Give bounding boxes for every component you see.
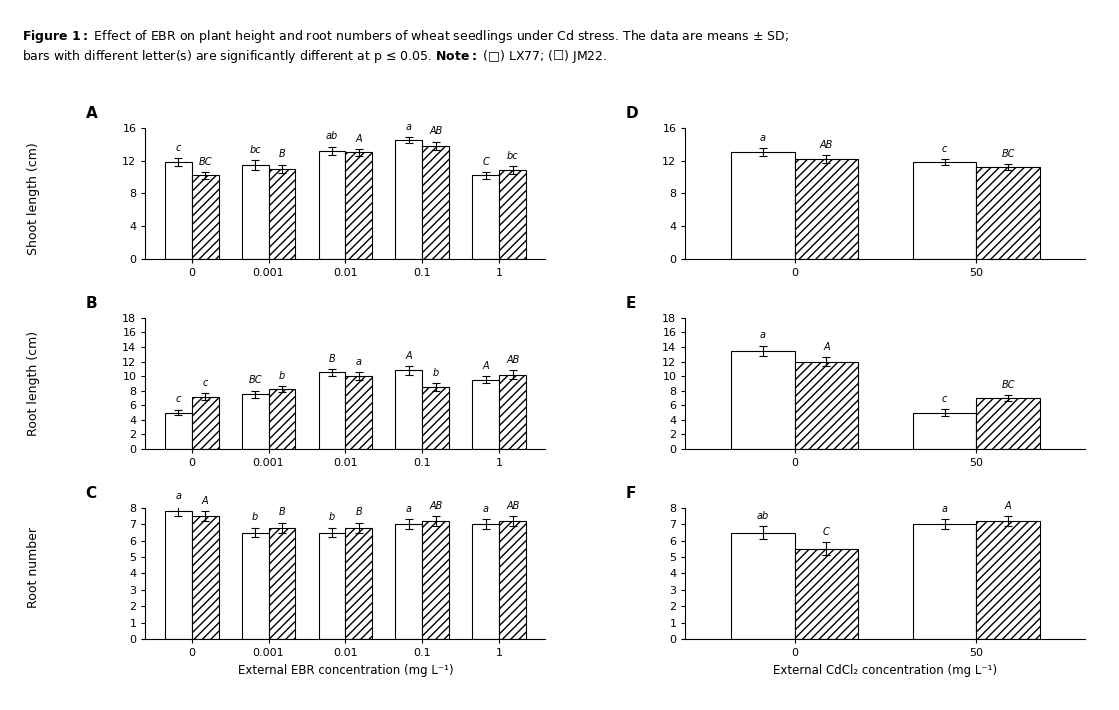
Bar bbox=[794, 159, 858, 259]
Text: bc: bc bbox=[250, 145, 261, 155]
Text: b: b bbox=[433, 368, 439, 378]
Text: c: c bbox=[942, 143, 947, 153]
Text: c: c bbox=[176, 394, 181, 405]
Text: Root number: Root number bbox=[27, 528, 40, 608]
Bar bbox=[913, 162, 977, 259]
Bar bbox=[731, 153, 794, 259]
Text: a: a bbox=[176, 491, 181, 501]
Bar bbox=[472, 380, 499, 449]
X-axis label: External EBR concentration (mg L⁻¹): External EBR concentration (mg L⁻¹) bbox=[237, 664, 453, 677]
Text: a: a bbox=[356, 357, 361, 367]
Bar bbox=[164, 413, 191, 449]
Bar bbox=[472, 524, 499, 639]
Bar bbox=[472, 175, 499, 259]
Text: a: a bbox=[406, 121, 412, 131]
Bar bbox=[191, 396, 218, 449]
Text: a: a bbox=[760, 133, 765, 143]
Bar bbox=[499, 170, 526, 259]
Bar bbox=[794, 549, 858, 639]
Bar bbox=[242, 394, 269, 449]
Text: Root length (cm): Root length (cm) bbox=[27, 331, 40, 436]
Bar bbox=[164, 162, 191, 259]
Text: C: C bbox=[85, 486, 96, 501]
Bar bbox=[499, 521, 526, 639]
Bar bbox=[319, 151, 346, 259]
Text: AB: AB bbox=[819, 140, 833, 150]
Text: AB: AB bbox=[506, 355, 519, 365]
Bar bbox=[395, 140, 422, 259]
Text: A: A bbox=[824, 342, 829, 352]
Bar bbox=[191, 516, 218, 639]
Bar bbox=[346, 376, 373, 449]
Text: c: c bbox=[176, 143, 181, 153]
Text: b: b bbox=[279, 371, 285, 381]
Bar bbox=[422, 146, 450, 259]
Text: a: a bbox=[941, 504, 948, 514]
Text: E: E bbox=[626, 296, 636, 311]
Bar bbox=[319, 373, 346, 449]
Bar bbox=[346, 153, 373, 259]
Bar bbox=[191, 175, 218, 259]
Bar bbox=[242, 532, 269, 639]
Bar bbox=[913, 524, 977, 639]
Text: B: B bbox=[85, 296, 97, 311]
Text: b: b bbox=[252, 513, 258, 523]
Bar bbox=[794, 361, 858, 449]
Text: a: a bbox=[406, 504, 412, 514]
Text: BC: BC bbox=[1002, 380, 1015, 390]
Text: a: a bbox=[760, 330, 765, 340]
Text: A: A bbox=[482, 361, 489, 371]
Text: bc: bc bbox=[507, 151, 518, 161]
Bar bbox=[499, 375, 526, 449]
Bar bbox=[913, 413, 977, 449]
X-axis label: External CdCl₂ concentration (mg L⁻¹): External CdCl₂ concentration (mg L⁻¹) bbox=[773, 664, 997, 677]
Text: B: B bbox=[356, 508, 363, 518]
Bar bbox=[319, 532, 346, 639]
Text: BC: BC bbox=[1002, 148, 1015, 158]
Text: BC: BC bbox=[198, 157, 211, 167]
Bar bbox=[164, 511, 191, 639]
Text: ab: ab bbox=[756, 510, 769, 520]
Text: AB: AB bbox=[506, 501, 519, 511]
Text: A: A bbox=[201, 496, 208, 506]
Bar bbox=[242, 165, 269, 259]
Text: D: D bbox=[626, 106, 638, 121]
Bar bbox=[346, 528, 373, 639]
Text: ab: ab bbox=[326, 131, 338, 141]
Text: A: A bbox=[1005, 501, 1012, 511]
Text: AB: AB bbox=[430, 126, 442, 136]
Text: F: F bbox=[626, 486, 636, 501]
Text: A: A bbox=[356, 134, 363, 144]
Text: A: A bbox=[405, 351, 412, 361]
Text: Shoot length (cm): Shoot length (cm) bbox=[27, 143, 40, 255]
Text: AB: AB bbox=[430, 501, 442, 511]
Text: $\bf{Figure\ 1:}$ Effect of EBR on plant height and root numbers of wheat seedli: $\bf{Figure\ 1:}$ Effect of EBR on plant… bbox=[22, 28, 789, 65]
Text: B: B bbox=[279, 508, 285, 518]
Bar bbox=[977, 167, 1040, 259]
Bar bbox=[731, 351, 794, 449]
Text: A: A bbox=[85, 106, 97, 121]
Bar bbox=[731, 532, 794, 639]
Text: B: B bbox=[279, 149, 285, 160]
Text: c: c bbox=[203, 378, 208, 388]
Bar bbox=[395, 524, 422, 639]
Text: b: b bbox=[329, 513, 335, 523]
Bar bbox=[977, 521, 1040, 639]
Bar bbox=[422, 521, 450, 639]
Text: C: C bbox=[482, 157, 489, 167]
Bar bbox=[269, 528, 295, 639]
Bar bbox=[395, 371, 422, 449]
Text: a: a bbox=[482, 504, 489, 514]
Bar bbox=[269, 169, 295, 259]
Text: B: B bbox=[329, 354, 336, 364]
Bar bbox=[422, 387, 450, 449]
Bar bbox=[269, 389, 295, 449]
Bar bbox=[977, 398, 1040, 449]
Text: C: C bbox=[822, 527, 829, 537]
Text: BC: BC bbox=[248, 376, 262, 386]
Text: c: c bbox=[942, 393, 947, 404]
